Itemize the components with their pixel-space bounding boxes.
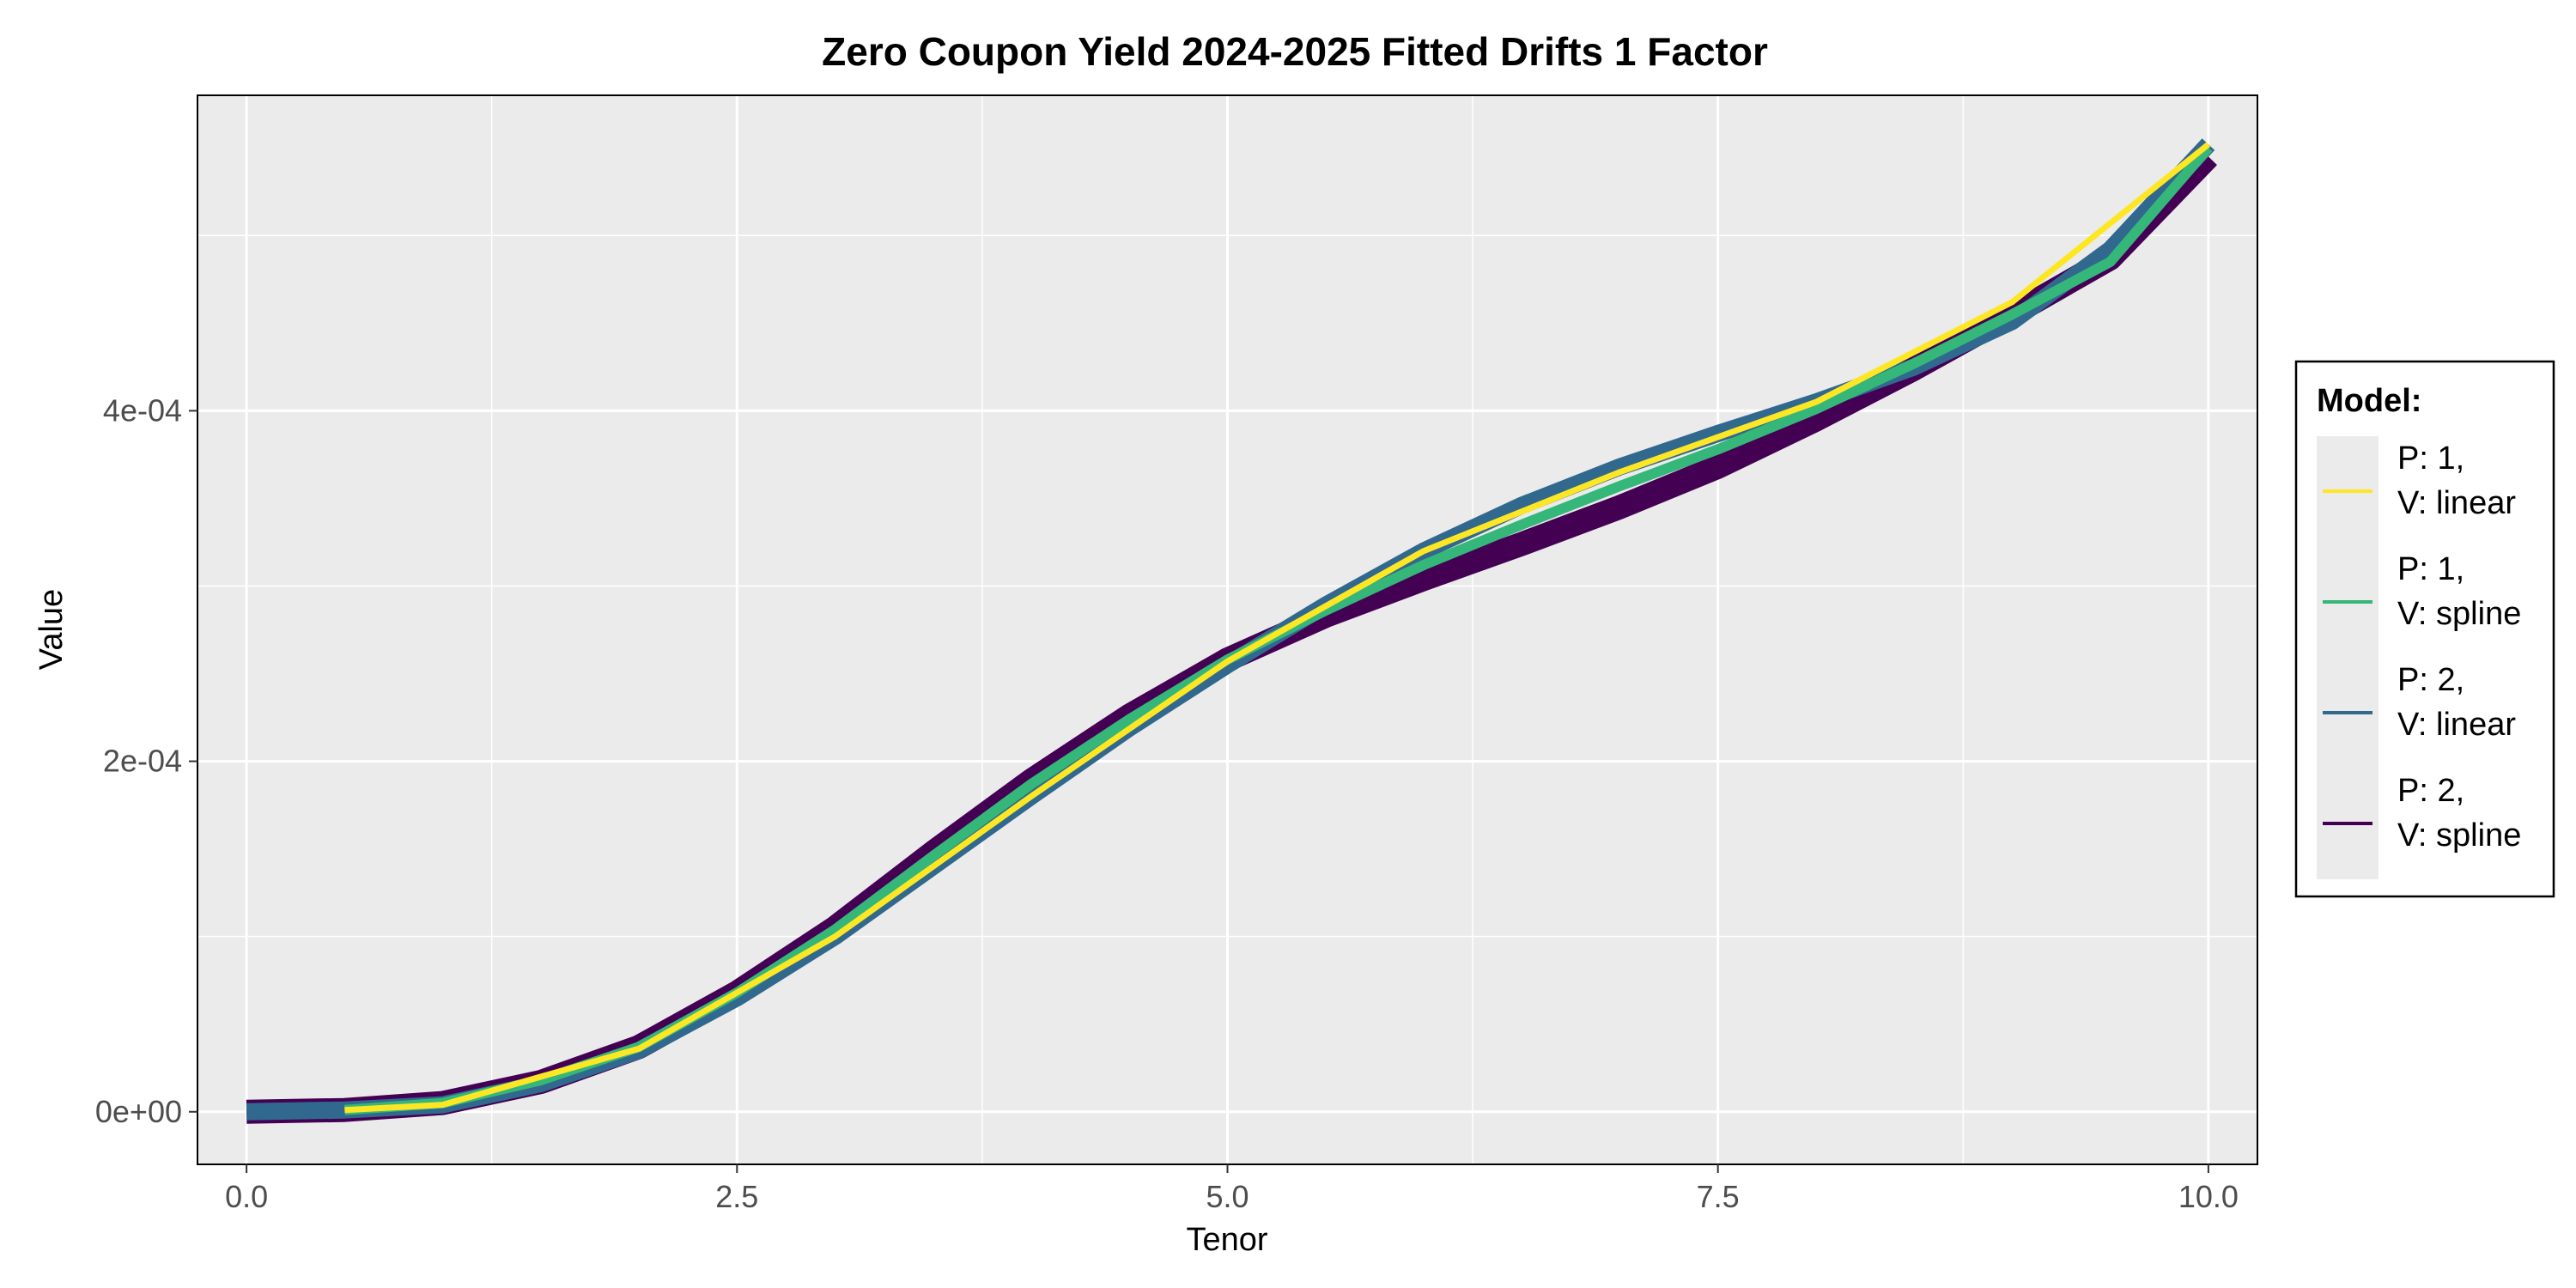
x-tick-label: 7.5: [1697, 1179, 1740, 1214]
legend-title: Model:: [2317, 383, 2421, 419]
legend-label: P: 1,: [2397, 440, 2464, 477]
legend-label: V: spline: [2397, 596, 2521, 632]
legend-items: P: 1, V: linear P: 1, V: spline P: 2, V: line…: [2317, 436, 2521, 879]
x-tick-label: 5.0: [1206, 1179, 1249, 1214]
legend-label: P: 2,: [2397, 773, 2464, 809]
series-line-4: [344, 142, 2211, 1114]
legend-label: V: linear: [2397, 485, 2516, 521]
x-tick-label: 0.0: [225, 1179, 268, 1214]
y-tick-label: 4e-04: [103, 392, 182, 428]
y-axis-label: Value: [33, 589, 70, 670]
x-tick-label: 2.5: [715, 1179, 758, 1214]
legend-label: V: linear: [2397, 707, 2516, 743]
legend-label: V: spline: [2397, 817, 2521, 854]
x-axis: 0.0 2.5 5.0 7.5 10.0: [225, 1164, 2239, 1214]
x-tick-label: 10.0: [2178, 1179, 2239, 1214]
y-tick-label: 0e+00: [95, 1094, 182, 1129]
legend-label: P: 2,: [2397, 662, 2464, 698]
legend-key-background: [2317, 436, 2379, 879]
series-layer: [246, 138, 2217, 1124]
chart-title: Zero Coupon Yield 2024-2025 Fitted Drift…: [822, 29, 1768, 74]
y-tick-label: 2e-04: [103, 744, 182, 779]
legend-label: P: 1,: [2397, 551, 2464, 587]
x-axis-label: Tenor: [1186, 1222, 1267, 1258]
legend: Model: P: 1, V: linear P: 1, V: spline P: 2,…: [2294, 360, 2555, 898]
y-axis: 0e+00 2e-04 4e-04: [95, 392, 197, 1129]
